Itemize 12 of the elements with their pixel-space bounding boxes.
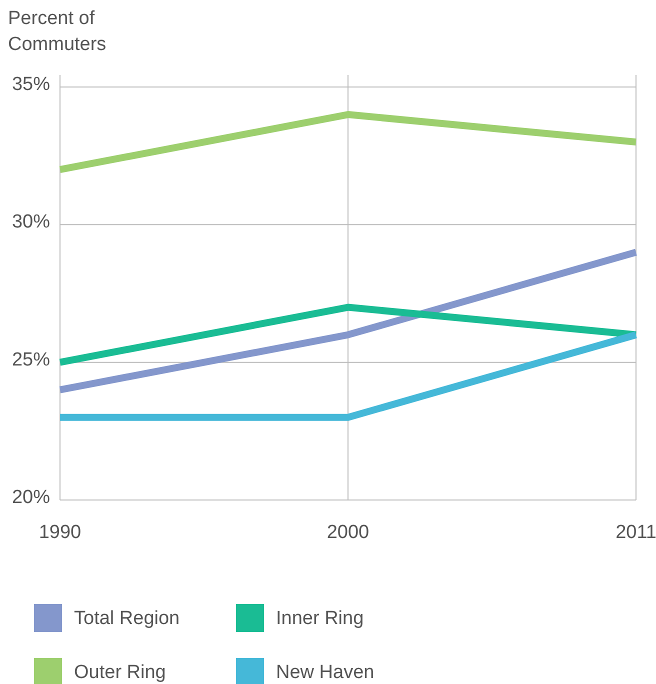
y-tick-label: 30% xyxy=(12,212,50,233)
y-axis-title: Percent of Commuters xyxy=(8,8,106,55)
legend-label: New Haven xyxy=(276,662,374,684)
x-tick-label: 2011 xyxy=(616,522,656,543)
legend-label: Total Region xyxy=(74,608,180,630)
x-tick-label: 1990 xyxy=(38,522,82,543)
x-tick-label: 2000 xyxy=(326,522,370,543)
y-tick-label: 25% xyxy=(12,349,50,370)
y-tick-label: 35% xyxy=(12,74,50,96)
legend-label: Outer Ring xyxy=(74,662,166,684)
legend-label: Inner Ring xyxy=(276,608,364,630)
y-tick-label: 20% xyxy=(12,487,50,508)
